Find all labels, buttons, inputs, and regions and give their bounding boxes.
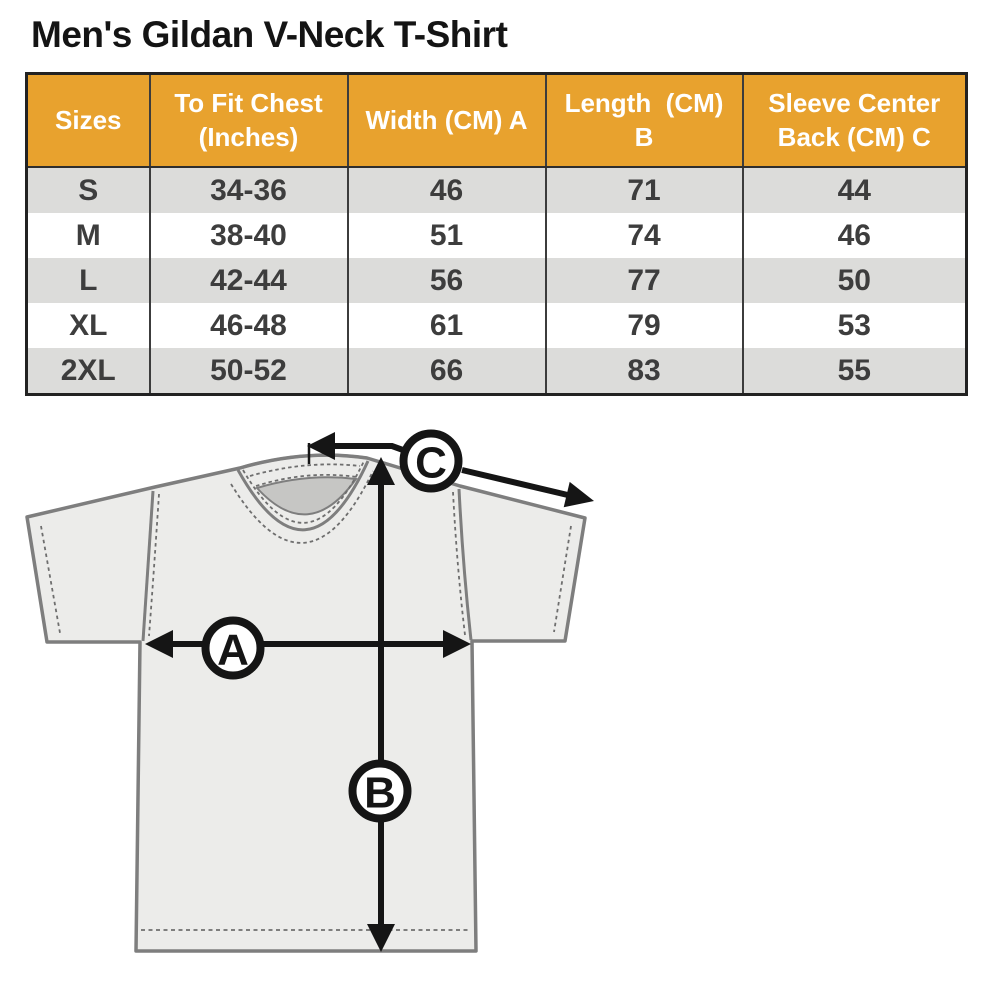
arrowhead-a-left — [145, 630, 173, 658]
collar-band-bottom — [236, 460, 370, 532]
col-header-chest: To Fit Chest (Inches) — [148, 73, 348, 168]
cell-chest: 38-40 — [148, 213, 348, 258]
cell-length: 77 — [544, 258, 743, 303]
cell-length: 83 — [544, 348, 743, 395]
cell-size: 2XL — [60, 353, 116, 387]
table-row-m: M 38-40 51 74 46 — [26, 213, 967, 258]
right-armhole-stitch — [452, 491, 466, 636]
col-header-sleeve: Sleeve Center Back (CM) C — [741, 73, 967, 168]
left-armhole-seam — [141, 490, 155, 642]
cell-sleeve: 53 — [741, 303, 967, 348]
collar-back-stitch-1 — [249, 463, 361, 477]
collar-band-stitch — [242, 460, 365, 524]
collar-back-inner — [255, 476, 358, 516]
col-header-width: Width (CM) A — [346, 73, 546, 168]
cell-size: XL — [69, 308, 108, 342]
arrowhead-b-down — [367, 924, 395, 952]
right-armhole-seam — [457, 488, 473, 641]
cell-chest: 46-48 — [148, 303, 348, 348]
cell-size: S — [78, 173, 99, 207]
measure-c-label: C — [415, 439, 447, 488]
measure-a-label: A — [217, 626, 249, 675]
cell-width: 56 — [346, 258, 546, 303]
arrowhead-c-left — [307, 432, 335, 460]
left-armhole-stitch — [148, 493, 160, 637]
measure-b-badge — [348, 759, 412, 823]
cell-length: 74 — [544, 213, 743, 258]
measure-arrowheads — [145, 432, 594, 952]
table-row-s: S 34-36 46 71 44 — [26, 167, 967, 213]
cell-size: M — [75, 218, 101, 252]
cell-sleeve: 44 — [741, 167, 967, 213]
cell-size: L — [79, 263, 98, 297]
cell-chest: 42-44 — [148, 258, 348, 303]
measure-a-badge — [201, 616, 265, 680]
col-header-sizes: Sizes — [26, 73, 150, 168]
arrowhead-c-right — [563, 481, 594, 508]
page-title: Men's Gildan V-Neck T-Shirt — [31, 14, 508, 55]
cell-chest: 50-52 — [148, 348, 348, 395]
cell-width: 51 — [346, 213, 546, 258]
neckline-body-stitch — [230, 470, 374, 544]
size-table-header-row: Sizes To Fit Chest (Inches) Width (CM) A … — [26, 73, 967, 168]
cell-width: 61 — [346, 303, 546, 348]
cell-width: 46 — [346, 167, 546, 213]
cell-sleeve: 46 — [741, 213, 967, 258]
table-row-2xl: 2XL 50-52 66 83 55 — [26, 348, 967, 395]
measure-c-badge — [399, 429, 463, 493]
cell-width: 66 — [346, 348, 546, 395]
cell-length: 79 — [544, 303, 743, 348]
arrowhead-b-up — [367, 457, 395, 485]
collar-top-edge — [239, 453, 368, 470]
measure-c-right-line — [461, 467, 573, 499]
size-table: Sizes To Fit Chest (Inches) Width (CM) A … — [25, 72, 968, 396]
cell-chest: 34-36 — [148, 167, 348, 213]
measure-b-label: B — [364, 769, 396, 818]
cell-sleeve: 50 — [741, 258, 967, 303]
table-row-xl: XL 46-48 61 79 53 — [26, 303, 967, 348]
collar-back-stitch-2 — [255, 473, 358, 487]
arrowhead-a-right — [443, 630, 471, 658]
col-header-length: Length (CM) B — [544, 73, 743, 168]
cell-length: 71 — [544, 167, 743, 213]
cell-sleeve: 55 — [741, 348, 967, 395]
table-row-l: L 42-44 56 77 50 — [26, 258, 967, 303]
